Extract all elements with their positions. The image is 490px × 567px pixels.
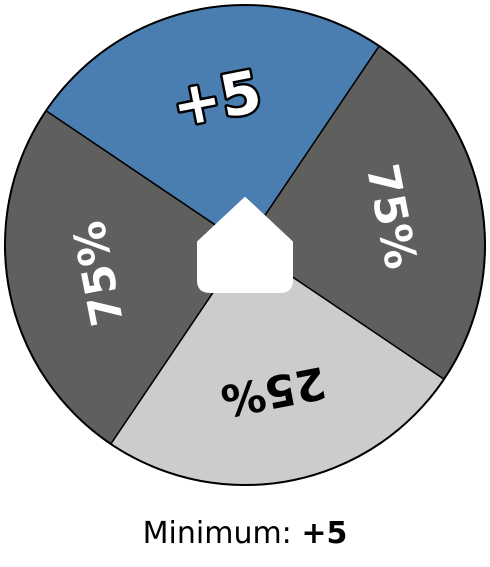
house-pointer-icon[interactable] xyxy=(197,197,293,293)
caption-value: +5 xyxy=(301,516,348,551)
wheel-segments: +575%25%75% xyxy=(4,4,486,486)
wheel-rim xyxy=(4,4,486,486)
prize-wheel[interactable]: +575%25%75% xyxy=(0,0,490,500)
caption-prefix: Minimum: xyxy=(142,516,302,551)
minimum-caption: Minimum: +5 xyxy=(0,512,490,556)
